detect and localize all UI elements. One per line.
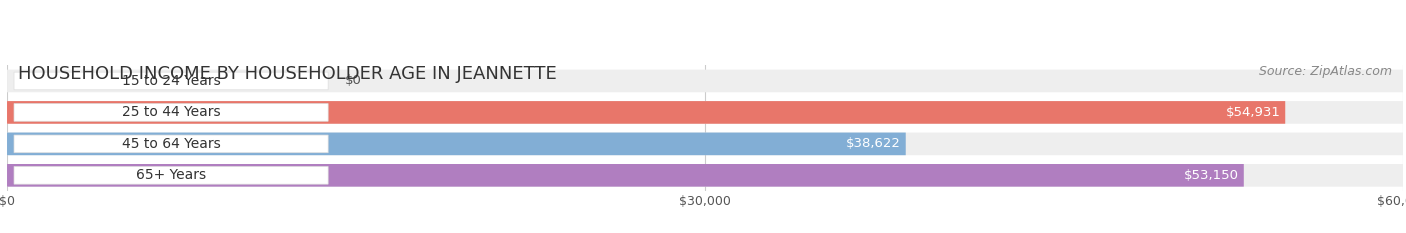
FancyBboxPatch shape	[7, 70, 1403, 92]
Text: $54,931: $54,931	[1226, 106, 1281, 119]
FancyBboxPatch shape	[7, 164, 1403, 187]
FancyBboxPatch shape	[7, 164, 1244, 187]
FancyBboxPatch shape	[7, 101, 1285, 124]
Text: 45 to 64 Years: 45 to 64 Years	[122, 137, 221, 151]
Text: $53,150: $53,150	[1184, 169, 1239, 182]
Text: $0: $0	[344, 75, 361, 87]
FancyBboxPatch shape	[14, 167, 328, 184]
FancyBboxPatch shape	[14, 135, 328, 153]
FancyBboxPatch shape	[7, 133, 905, 155]
Text: 65+ Years: 65+ Years	[136, 168, 207, 182]
FancyBboxPatch shape	[7, 133, 1403, 155]
FancyBboxPatch shape	[14, 72, 328, 90]
FancyBboxPatch shape	[7, 101, 1403, 124]
Text: 15 to 24 Years: 15 to 24 Years	[122, 74, 221, 88]
Text: Source: ZipAtlas.com: Source: ZipAtlas.com	[1258, 65, 1392, 78]
Text: $38,622: $38,622	[846, 137, 901, 150]
Text: HOUSEHOLD INCOME BY HOUSEHOLDER AGE IN JEANNETTE: HOUSEHOLD INCOME BY HOUSEHOLDER AGE IN J…	[18, 65, 557, 83]
FancyBboxPatch shape	[14, 104, 328, 121]
Text: 25 to 44 Years: 25 to 44 Years	[122, 105, 221, 120]
